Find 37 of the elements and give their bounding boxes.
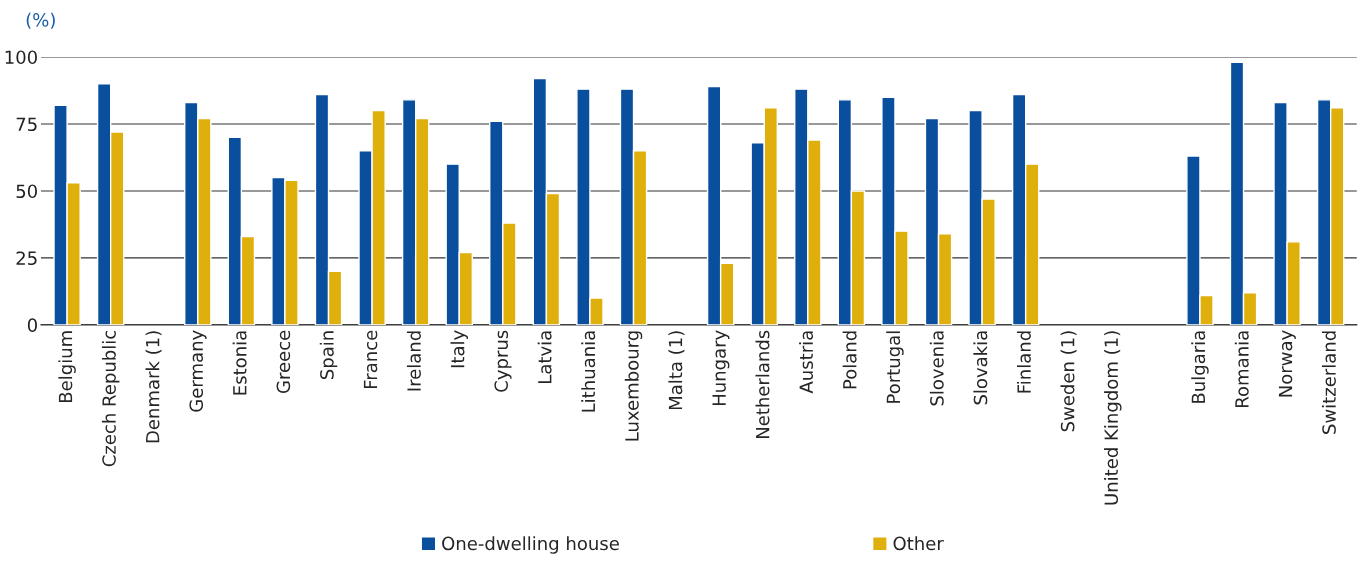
x-tick-label: Luxembourg (624, 331, 643, 441)
x-tick-label: France (363, 330, 378, 389)
x-tick-label: Netherlands (755, 330, 770, 439)
x-tick-label: Norway (1278, 330, 1296, 397)
x-tick-label: Italy (450, 330, 468, 368)
x-tick-label: Czech Republic (101, 330, 120, 467)
x-tick-label: Sweden (1) (1060, 331, 1077, 432)
y-axis-title: (%) (26, 12, 55, 29)
y-tick-label: 0 (27, 318, 37, 333)
x-tick-label: Slovakia (973, 331, 988, 405)
legend-label: One-dwelling house (442, 536, 619, 554)
x-tick-label: Belgium (58, 331, 76, 403)
y-tick-label: 100 (5, 50, 37, 65)
legend-label: Other (893, 536, 944, 551)
y-tick-label: 25 (16, 251, 37, 266)
x-tick-label: Austria (799, 331, 814, 394)
x-tick-label: Estonia (232, 331, 247, 395)
x-tick-label: Finland (1016, 331, 1031, 393)
x-tick-label: Romania (1234, 331, 1249, 407)
x-tick-label: United Kingdom (1) (1104, 331, 1122, 505)
x-tick-label: Greece (276, 330, 291, 394)
x-tick-label: Germany (189, 330, 207, 412)
x-tick-label: Cyprus (494, 330, 512, 392)
x-tick-label: Portugal (886, 331, 904, 403)
y-tick-label: 75 (16, 117, 37, 132)
x-tick-label: Hungary (712, 330, 730, 406)
x-tick-label: Latvia (537, 331, 552, 383)
x-tick-label: Spain (319, 331, 338, 380)
x-tick-label: Denmark (1) (145, 331, 162, 443)
x-tick-label: Bulgaria (1191, 331, 1209, 403)
x-tick-label: Lithuania (581, 331, 596, 412)
x-tick-label: Ireland (406, 331, 421, 391)
x-tick-label: Slovenia (929, 331, 944, 406)
x-tick-label: Malta (1) (668, 331, 685, 410)
y-tick-label: 50 (16, 184, 37, 199)
x-tick-label: Poland (842, 331, 857, 389)
x-tick-label: Switzerland (1321, 331, 1336, 434)
